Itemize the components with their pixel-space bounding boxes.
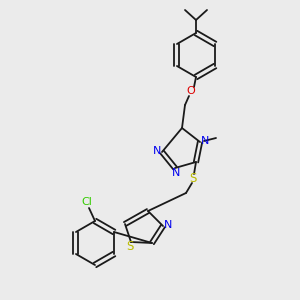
Text: N: N xyxy=(172,168,180,178)
Text: N: N xyxy=(164,220,172,230)
Text: N: N xyxy=(201,136,209,146)
Text: Cl: Cl xyxy=(82,197,92,207)
Text: S: S xyxy=(126,239,134,253)
Text: O: O xyxy=(187,86,195,96)
Text: N: N xyxy=(153,146,161,156)
Text: S: S xyxy=(189,172,197,184)
